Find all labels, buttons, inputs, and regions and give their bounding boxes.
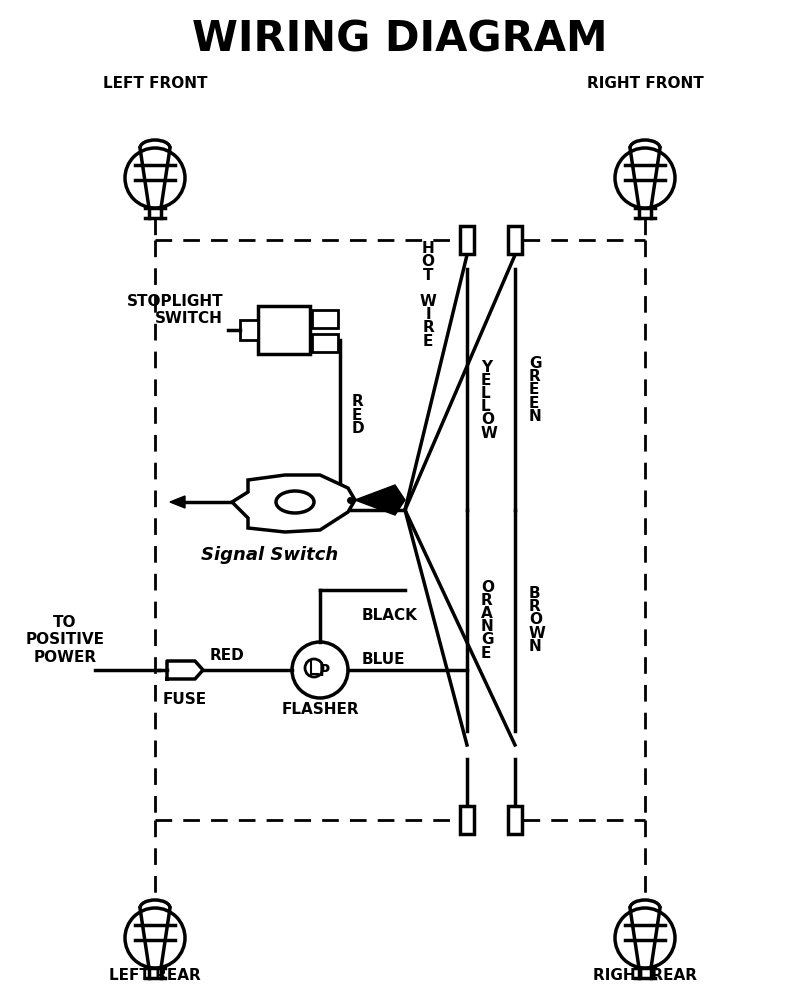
Text: WIRING DIAGRAM: WIRING DIAGRAM [192,19,608,61]
Text: LEFT FRONT: LEFT FRONT [102,76,207,91]
FancyBboxPatch shape [240,320,258,340]
FancyBboxPatch shape [258,306,310,354]
Text: P: P [318,663,330,678]
Text: TO
POSITIVE
POWER: TO POSITIVE POWER [26,615,105,665]
Text: RIGHT FRONT: RIGHT FRONT [586,76,703,91]
Text: FLASHER: FLASHER [281,703,359,718]
Text: Signal Switch: Signal Switch [202,546,338,564]
Text: B
R
O
W
N: B R O W N [529,586,546,654]
Polygon shape [355,485,405,515]
Text: R
E
D: R E D [352,394,365,436]
Text: RED: RED [210,647,244,662]
Polygon shape [232,475,355,532]
FancyBboxPatch shape [460,806,474,834]
Text: G
R
E
E
N: G R E E N [529,356,542,424]
FancyBboxPatch shape [508,226,522,254]
Text: LEFT REAR: LEFT REAR [109,967,201,982]
FancyBboxPatch shape [460,226,474,254]
Polygon shape [170,496,185,508]
Text: Y
E
L
L
O
W: Y E L L O W [481,359,498,441]
Text: FUSE: FUSE [163,692,207,708]
FancyBboxPatch shape [508,806,522,834]
Text: O
R
A
N
G
E: O R A N G E [481,579,494,660]
Text: H
O
T
 
W
I
R
E: H O T W I R E [419,242,437,348]
Text: BLACK: BLACK [362,608,418,623]
FancyBboxPatch shape [312,334,338,352]
Text: BLUE: BLUE [362,652,406,667]
Text: STOPLIGHT
SWITCH: STOPLIGHT SWITCH [126,294,223,326]
FancyBboxPatch shape [312,310,338,328]
Text: RIGHT REAR: RIGHT REAR [593,967,697,982]
